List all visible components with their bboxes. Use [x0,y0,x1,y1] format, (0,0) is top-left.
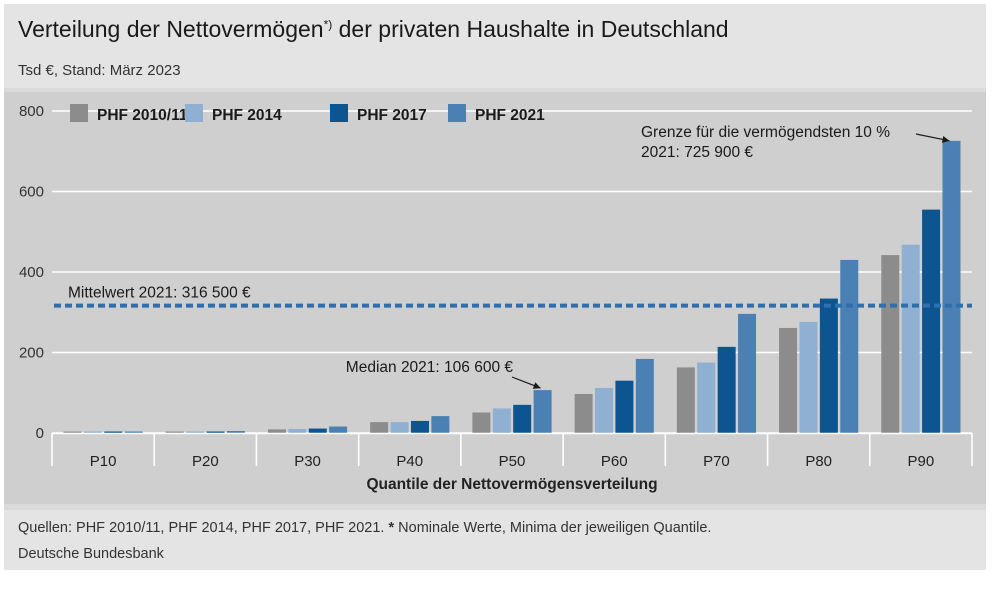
bar-p90-series-2 [901,244,920,433]
legend-swatch-series-2 [185,104,203,122]
title-main: Verteilung der Nettovermögen [18,16,324,42]
bar-p50-series-3 [513,404,532,433]
bar-p20-series-2 [186,431,205,433]
x-tick-label-p30: P30 [294,453,321,470]
x-axis-title: Quantile der Nettovermögensverteilung [366,476,657,493]
x-tick-label-p70: P70 [703,453,730,470]
bar-p60-series-2 [595,387,614,433]
sources-footnote-mark: * [388,520,395,536]
bar-p80-series-4 [840,259,859,433]
legend-label-series-3: PHF 2017 [357,107,427,124]
sources-rest: Nominale Werte, Minima der jeweiligen Qu… [394,520,712,536]
bar-p70-series-4 [738,313,757,433]
bar-p10-series-4 [124,431,143,433]
x-tick-label-p60: P60 [601,453,628,470]
title-footnote-mark: *) [323,17,333,32]
bar-p90-series-4 [942,140,961,433]
median-annotation-arrow-head [532,382,541,389]
bar-p40-series-1 [370,422,389,433]
bar-p60-series-4 [635,358,654,433]
chart-subtitle: Tsd €, Stand: März 2023 [18,62,181,79]
bar-p40-series-3 [410,420,429,433]
p90-annotation-arrow-head [941,135,950,143]
x-tick-label-p40: P40 [396,453,423,470]
bar-p60-series-1 [574,393,593,433]
bar-p20-series-1 [165,431,184,433]
bar-p70-series-1 [676,367,695,433]
mean-reference-label: Mittelwert 2021: 316 500 € [68,285,251,302]
bar-p40-series-4 [431,416,450,433]
bar-p30-series-4 [329,426,348,433]
bar-p10-series-1 [63,431,82,433]
x-tick-label-p50: P50 [499,453,526,470]
x-tick-label-p20: P20 [192,453,219,470]
bar-p70-series-3 [717,346,736,433]
bar-p80-series-2 [799,321,818,433]
bar-p50-series-1 [472,412,491,433]
footer-band: Quellen: PHF 2010/11, PHF 2014, PHF 2017… [4,510,986,570]
legend-label-series-4: PHF 2021 [475,107,545,124]
legend-swatch-series-1 [70,104,88,122]
legend-label-series-2: PHF 2014 [212,107,282,124]
y-tick-label-0: 0 [36,425,44,442]
legend-label-series-1: PHF 2010/11 [97,107,188,124]
header-band: Verteilung der Nettovermögen*) der priva… [4,4,986,88]
bar-p80-series-1 [779,327,798,433]
median-annotation-label: Median 2021: 106 600 € [346,359,514,376]
bar-p90-series-3 [922,209,941,433]
bar-p30-series-2 [288,428,307,433]
legend-swatch-series-4 [448,104,466,122]
bar-p80-series-3 [819,298,838,433]
y-tick-label-800: 800 [19,103,44,120]
sources-prefix: Quellen: PHF 2010/11, PHF 2014, PHF 2017… [18,520,389,536]
legend-swatch-series-3 [330,104,348,122]
publisher-label: Deutsche Bundesbank [18,546,164,562]
bar-p90-series-1 [881,255,900,433]
y-tick-label-600: 600 [19,184,44,201]
bar-p10-series-2 [83,431,102,433]
chart-title: Verteilung der Nettovermögen*) der priva… [18,16,729,43]
y-tick-label-400: 400 [19,264,44,281]
p90-annotation-value: 2021: 725 900 € [641,144,753,161]
bar-p70-series-2 [697,362,716,433]
bar-p30-series-3 [308,428,327,433]
x-tick-label-p10: P10 [90,453,117,470]
bar-p20-series-4 [226,430,245,433]
plot-band [4,92,986,504]
bar-p10-series-3 [104,431,123,433]
bar-p50-series-2 [492,408,511,433]
bar-p30-series-1 [267,429,286,433]
y-tick-label-200: 200 [19,345,44,362]
chart-frame: Verteilung der Nettovermögen*) der priva… [4,4,986,570]
title-rest: der privaten Haushalte in Deutschland [332,16,729,42]
bar-p20-series-3 [206,431,225,433]
bar-p60-series-3 [615,380,634,433]
x-tick-label-p80: P80 [805,453,832,470]
bar-p50-series-4 [533,390,552,433]
sources-note: Quellen: PHF 2010/11, PHF 2014, PHF 2017… [18,520,711,536]
p90-annotation-label: Grenze für die vermögendsten 10 % [641,124,890,141]
bar-p40-series-2 [390,422,409,433]
x-tick-label-p90: P90 [908,453,935,470]
